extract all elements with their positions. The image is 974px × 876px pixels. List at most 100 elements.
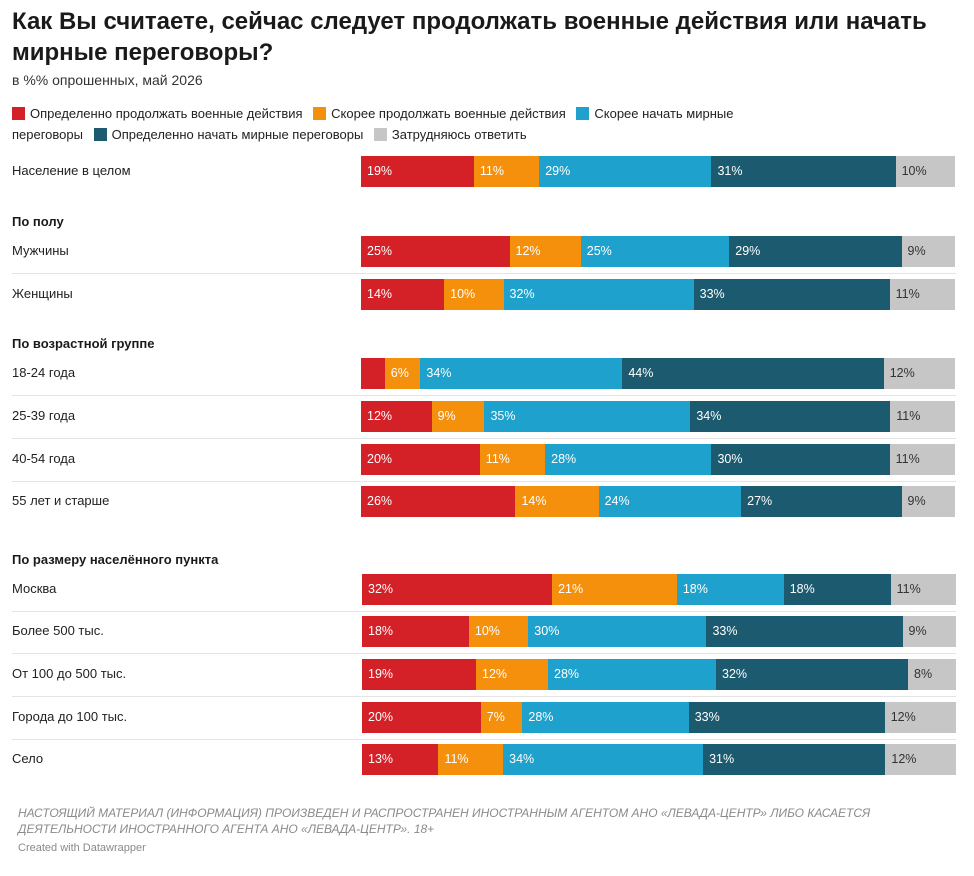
legend-label: Затрудняюсь ответить: [391, 127, 527, 142]
row-label: 40-54 года: [12, 451, 76, 466]
legend-item: Определенно продолжать военные действия: [12, 106, 303, 121]
bar-segment: 11%: [890, 401, 955, 432]
legend-swatch: [576, 107, 590, 120]
bar-segment: 34%: [420, 358, 623, 389]
bar-segment: 12%: [884, 702, 956, 733]
stacked-bar: 19% 12% 28% 32% 8%: [362, 659, 956, 690]
row-separator: [12, 653, 956, 654]
bar-segment: 8%: [908, 659, 956, 690]
chart-subtitle: в %% опрошенных, май 2026: [12, 72, 203, 88]
bar-segment: 25%: [361, 236, 510, 267]
bar-segment: 14%: [515, 486, 599, 517]
bar-segment: 33%: [688, 702, 885, 733]
bar-segment: 30%: [528, 616, 707, 647]
bar-segment: 7%: [480, 702, 523, 733]
bar-segment: 30%: [711, 444, 890, 475]
bar-segment: 12%: [883, 358, 955, 389]
datawrapper-credit: Created with Datawrapper: [18, 842, 146, 854]
group-header: По полу: [12, 214, 64, 229]
row-separator: [12, 739, 956, 740]
stacked-bar: 20% 11% 28% 30% 11%: [361, 444, 955, 475]
legend-label: Определенно начать мирные переговоры: [111, 127, 364, 142]
bar-segment: 28%: [545, 444, 712, 475]
legend-swatch: [313, 107, 327, 120]
chart-title: Как Вы считаете, сейчас следует продолжа…: [12, 8, 927, 66]
legend-item: Определенно начать мирные переговоры: [93, 127, 364, 142]
group-header: По возрастной группе: [12, 336, 155, 351]
bar-segment: 20%: [361, 444, 480, 475]
row-label: От 100 до 500 тыс.: [12, 666, 127, 681]
row-separator: [12, 438, 956, 439]
row-label: Более 500 тыс.: [12, 623, 104, 638]
legend-item: Затрудняюсь ответить: [373, 127, 527, 142]
bar-segment: 12%: [361, 401, 432, 432]
stacked-bar: 14% 10% 32% 33% 11%: [361, 279, 955, 310]
bar-segment: 11%: [889, 444, 955, 475]
bar-segment: 9%: [902, 616, 956, 647]
bar-segment: 19%: [361, 156, 474, 187]
bar-segment: 11%: [438, 744, 504, 775]
bar-segment: 12%: [885, 744, 956, 775]
group-header: По размеру населённого пункта: [12, 552, 219, 567]
legend-label: Скорее продолжать военные действия: [331, 106, 566, 121]
bar-segment: 9%: [901, 486, 955, 517]
bar-segment: 11%: [479, 444, 546, 475]
row-label: Женщины: [12, 286, 73, 301]
row-label: Население в целом: [12, 163, 131, 178]
stacked-bar: 25% 12% 25% 29% 9%: [361, 236, 955, 267]
bar-segment: 32%: [716, 659, 908, 690]
stacked-bar: 19% 11% 29% 31% 10%: [361, 156, 955, 187]
row-separator: [12, 611, 956, 612]
row-label: 25-39 года: [12, 408, 76, 423]
stacked-bar: 32% 21% 18% 18% 11%: [362, 574, 956, 605]
bar-segment: 34%: [690, 401, 891, 432]
bar-segment: 10%: [444, 279, 504, 310]
bar-segment: 44%: [622, 358, 884, 389]
bar-segment: 29%: [539, 156, 712, 187]
bar-segment: 33%: [706, 616, 903, 647]
stacked-bar: 12% 9% 35% 34% 11%: [361, 401, 955, 432]
bar-segment: 11%: [473, 156, 540, 187]
bar-segment: 33%: [693, 279, 890, 310]
bar-segment: 21%: [552, 574, 677, 605]
bar-segment: 12%: [509, 236, 581, 267]
bar-segment: 9%: [901, 236, 955, 267]
row-label: Города до 100 тыс.: [12, 709, 128, 724]
stacked-bar: 6% 34% 44% 12%: [361, 358, 955, 389]
bar-segment: 14%: [361, 279, 445, 310]
bar-segment: 27%: [741, 486, 902, 517]
bar-segment: 13%: [362, 744, 439, 775]
row-label: Село: [12, 751, 44, 766]
bar-segment: 34%: [503, 744, 704, 775]
bar-segment: 19%: [362, 659, 476, 690]
row-separator: [12, 395, 956, 396]
row-label: 18-24 года: [12, 365, 76, 380]
bar-segment: 18%: [783, 574, 891, 605]
stacked-bar: 18% 10% 30% 33% 9%: [362, 616, 956, 647]
bar-segment: 35%: [484, 401, 691, 432]
bar-segment: 31%: [703, 744, 886, 775]
legend-item: Скорее начать мирные переговоры: [12, 106, 734, 142]
legend-swatch: [12, 107, 25, 120]
bar-segment: [361, 358, 385, 389]
bar-segment: 32%: [362, 574, 553, 605]
stacked-bar: 20% 7% 28% 33% 12%: [362, 702, 956, 733]
bar-segment: 32%: [503, 279, 694, 310]
bar-segment: 18%: [676, 574, 784, 605]
bar-segment: 12%: [476, 659, 548, 690]
bar-segment: 6%: [384, 358, 421, 389]
legend: Определенно продолжать военные действия …: [12, 103, 812, 145]
legend-swatch: [373, 128, 387, 141]
legend-label: Определенно продолжать военные действия: [30, 106, 303, 121]
bar-segment: 29%: [729, 236, 902, 267]
bar-segment: 11%: [889, 279, 955, 310]
bar-segment: 10%: [895, 156, 955, 187]
bar-segment: 9%: [431, 401, 485, 432]
stacked-bar: 13% 11% 34% 31% 12%: [362, 744, 956, 775]
row-label: 55 лет и старше: [12, 493, 110, 508]
legend-label: Скорее начать мирные переговоры: [12, 106, 734, 142]
row-label: Москва: [12, 581, 57, 596]
row-separator: [12, 273, 956, 274]
bar-segment: 20%: [362, 702, 481, 733]
bar-segment: 25%: [580, 236, 730, 267]
